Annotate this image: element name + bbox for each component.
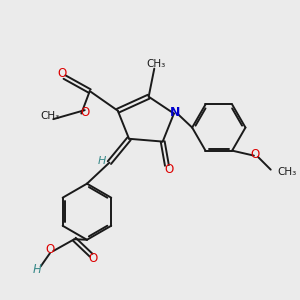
Text: N: N <box>170 106 181 118</box>
Text: H: H <box>98 156 106 166</box>
Text: CH₃: CH₃ <box>146 58 165 69</box>
Text: O: O <box>58 67 67 80</box>
Text: O: O <box>88 252 97 265</box>
Text: O: O <box>164 163 174 176</box>
Text: CH₃: CH₃ <box>278 167 297 177</box>
Text: O: O <box>251 148 260 161</box>
Text: CH₃: CH₃ <box>41 111 60 121</box>
Text: O: O <box>45 243 55 256</box>
Text: H: H <box>33 263 42 276</box>
Text: O: O <box>80 106 89 118</box>
